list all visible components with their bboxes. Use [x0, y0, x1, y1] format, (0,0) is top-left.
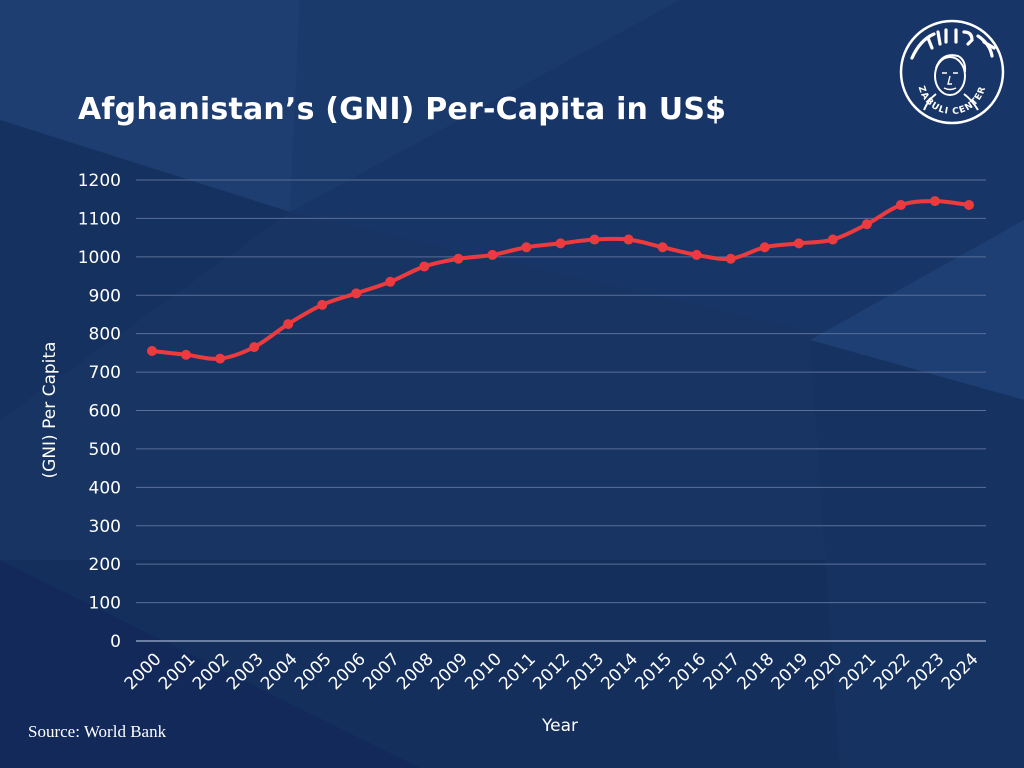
y-tick-label: 1200	[78, 171, 121, 191]
y-tick-label: 1000	[78, 248, 121, 268]
x-tick-label: 2017	[700, 649, 745, 694]
x-tick-label: 2021	[836, 649, 881, 694]
x-tick-label: 2020	[802, 649, 847, 694]
x-tick-label: 2011	[495, 649, 540, 694]
data-point	[691, 249, 702, 260]
data-point	[147, 345, 157, 356]
bg-facet	[810, 340, 1024, 768]
data-point	[215, 353, 226, 364]
y-tick-label: 400	[89, 478, 121, 498]
data-point	[283, 319, 294, 330]
data-point	[419, 261, 430, 272]
y-tick-label: 800	[89, 325, 121, 345]
x-tick-label: 2015	[631, 649, 676, 694]
x-tick-label: 2000	[121, 649, 166, 694]
data-point	[793, 238, 804, 249]
y-axis-label: (GNI) Per Capita	[40, 342, 60, 479]
zabuli-center-logo: ZABULI CENTER	[898, 18, 1006, 126]
x-tick-label: 2009	[427, 649, 472, 694]
x-tick-label: 2008	[393, 649, 438, 694]
portrait-seal-icon: ZABULI CENTER	[899, 19, 1005, 125]
data-point	[555, 238, 566, 249]
data-point	[351, 288, 362, 299]
y-tick-label: 200	[89, 555, 121, 575]
x-tick-label: 2013	[563, 649, 608, 694]
bg-facet	[0, 120, 290, 420]
x-tick-label: 2007	[359, 649, 404, 694]
y-tick-label: 100	[89, 594, 121, 614]
x-tick-label: 2022	[870, 649, 915, 694]
x-tick-label: 2018	[734, 649, 779, 694]
y-tick-label: 700	[89, 363, 121, 383]
x-tick-label: 2001	[155, 649, 200, 694]
data-point	[623, 234, 634, 245]
data-points	[147, 196, 974, 364]
data-point	[929, 196, 940, 207]
x-tick-label: 2010	[461, 649, 506, 694]
series-line	[150, 199, 971, 361]
data-point	[487, 249, 498, 260]
y-axis-ticks: 0 100 200 300 400 500 600 700 800 900 1000 1100 1200	[78, 171, 121, 652]
bg-facet	[0, 212, 1024, 560]
x-axis-ticks: 2000200120022003200420052006200720082009…	[121, 649, 983, 694]
grid-lines	[136, 179, 986, 642]
y-tick-label: 500	[89, 440, 121, 460]
data-point	[317, 299, 328, 310]
x-tick-label: 2014	[597, 649, 642, 694]
x-tick-label: 2012	[529, 649, 574, 694]
data-point	[964, 199, 974, 210]
x-tick-label: 2005	[291, 649, 336, 694]
y-tick-label: 900	[89, 286, 121, 306]
data-point	[861, 219, 872, 230]
source-note: Source: World Bank	[28, 722, 167, 741]
data-point	[827, 234, 838, 245]
x-tick-label: 2004	[257, 649, 302, 694]
x-tick-label: 2023	[904, 649, 949, 694]
x-tick-label: 2003	[223, 649, 268, 694]
data-point	[725, 253, 736, 264]
data-point	[521, 242, 532, 253]
x-tick-label: 2006	[325, 649, 370, 694]
data-point	[181, 349, 192, 360]
bg-facet	[290, 0, 680, 212]
y-tick-label: 1100	[78, 209, 121, 229]
y-tick-label: 600	[89, 402, 121, 422]
x-tick-label: 2002	[189, 649, 234, 694]
data-point	[657, 242, 668, 253]
bg-facet	[0, 0, 300, 212]
x-tick-label: 2019	[768, 649, 813, 694]
x-tick-label: 2016	[665, 649, 710, 694]
y-tick-label: 0	[110, 632, 121, 652]
data-point	[249, 342, 260, 353]
data-point	[385, 276, 396, 287]
data-point	[453, 253, 464, 264]
y-tick-label: 300	[89, 517, 121, 537]
data-point	[589, 234, 600, 245]
x-axis-label: Year	[541, 716, 578, 736]
data-point	[759, 242, 770, 253]
chart-title: Afghanistan’s (GNI) Per-Capita in US$	[78, 92, 727, 127]
x-tick-label: 2024	[938, 649, 983, 694]
data-point	[895, 199, 906, 210]
bg-facet	[0, 560, 420, 768]
